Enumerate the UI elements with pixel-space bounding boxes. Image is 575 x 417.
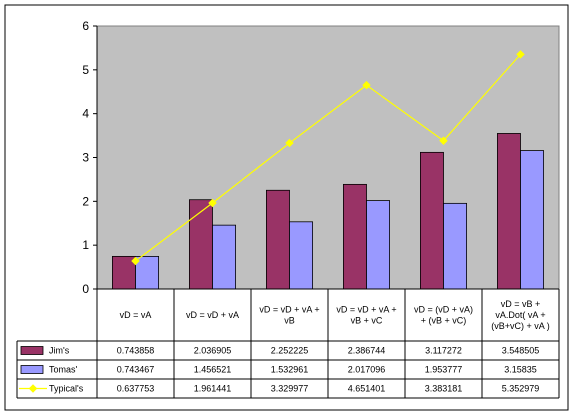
bar <box>366 200 391 290</box>
line-point <box>285 138 294 148</box>
legend-key-marker <box>28 384 38 393</box>
category-label: (vB+vC) + vA ) <box>491 321 550 331</box>
data-label: 3.548505 <box>502 346 540 356</box>
data-label: 3.117272 <box>425 346 462 356</box>
category-label: vB + vC <box>351 316 383 326</box>
line-point <box>208 198 217 208</box>
bar <box>496 133 521 290</box>
data-label: 0.743467 <box>117 365 155 375</box>
data-label: 3.329977 <box>271 384 309 394</box>
data-label: 1.532961 <box>271 365 309 375</box>
bar <box>443 202 468 290</box>
category-label: vA.Dot( vA + <box>495 310 545 320</box>
bar <box>188 199 213 290</box>
plot-area <box>96 25 560 290</box>
data-label: 2.036905 <box>194 346 232 356</box>
line-point <box>439 136 448 145</box>
category-label: vD = vD + vA + <box>259 305 319 315</box>
bar <box>520 150 545 290</box>
legend-label: Jim's <box>49 346 70 356</box>
data-label: 0.637753 <box>117 384 155 394</box>
data-label: 1.456521 <box>194 365 232 375</box>
data-label: 5.352979 <box>502 384 540 394</box>
category-label: vB <box>284 316 295 326</box>
legend-label: Typical's <box>49 384 84 394</box>
line-point <box>362 80 371 90</box>
data-label: 3.15835 <box>504 365 537 375</box>
y-tick-label: 2 <box>82 194 89 208</box>
y-tick-label: 5 <box>82 63 89 77</box>
category-label: vD = (vD + vA) <box>414 305 473 315</box>
legend-key <box>20 365 44 374</box>
category-label: + (vB + vC) <box>421 316 467 326</box>
bar <box>212 224 237 290</box>
data-label: 3.383181 <box>425 384 463 394</box>
y-tick-label: 6 <box>82 19 89 33</box>
data-label: 1.961441 <box>194 384 232 394</box>
y-tick-label: 4 <box>82 107 89 121</box>
y-tick-label: 1 <box>82 238 89 252</box>
data-label: 2.252225 <box>271 346 309 356</box>
bar <box>342 183 367 290</box>
bar <box>289 221 314 290</box>
category-label: vD = vD + vA + <box>336 305 396 315</box>
legend-key <box>20 346 44 355</box>
category-label: vD = vD + vA <box>186 310 239 320</box>
legend-label: Tomas' <box>49 365 78 375</box>
line-point <box>131 256 140 266</box>
data-label: 4.651401 <box>348 384 386 394</box>
data-label: 1.953777 <box>425 365 463 375</box>
bar <box>265 189 290 290</box>
series-line <box>135 53 521 262</box>
y-tick-label: 3 <box>82 151 89 165</box>
data-label: 0.743858 <box>117 346 155 356</box>
bar <box>419 151 444 290</box>
category-label: vD = vA <box>120 310 152 320</box>
data-label: 2.017096 <box>348 365 386 375</box>
data-label: 2.386744 <box>348 346 386 356</box>
y-tick-label: 0 <box>82 282 89 296</box>
category-label: vD = vB + <box>501 299 541 309</box>
